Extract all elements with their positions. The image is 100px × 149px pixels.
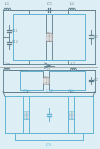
- Text: $L_2$: $L_2$: [69, 0, 75, 8]
- Text: $m$: $m$: [46, 31, 52, 37]
- Bar: [49, 33, 52, 41]
- Text: $C_{12}$: $C_{12}$: [11, 38, 18, 46]
- Text: $C_2$: $C_2$: [93, 33, 99, 41]
- Text: $L_2$: $L_2$: [70, 60, 76, 68]
- Text: $C_{1m}$: $C_{1m}$: [22, 87, 31, 95]
- Bar: [69, 111, 71, 119]
- Bar: [72, 111, 74, 119]
- Bar: [46, 77, 49, 84]
- Text: $C_{12}$: $C_{12}$: [45, 87, 53, 95]
- Text: $C_{11}$: $C_{11}$: [11, 28, 18, 35]
- Bar: [27, 111, 29, 119]
- Text: $i_2$: $i_2$: [46, 66, 51, 74]
- Bar: [24, 111, 26, 119]
- Text: $L_1$: $L_1$: [4, 0, 10, 8]
- Text: $m$: $m$: [43, 74, 49, 80]
- Bar: [46, 33, 49, 41]
- Text: $C_1$: $C_1$: [46, 0, 52, 8]
- Text: $C_{2m}$: $C_{2m}$: [67, 87, 76, 95]
- Text: $C_2$: $C_2$: [93, 77, 99, 84]
- Text: $L_{1m}$: $L_{1m}$: [2, 60, 12, 68]
- Text: $C_0$: $C_0$: [46, 141, 52, 149]
- Bar: [43, 77, 46, 84]
